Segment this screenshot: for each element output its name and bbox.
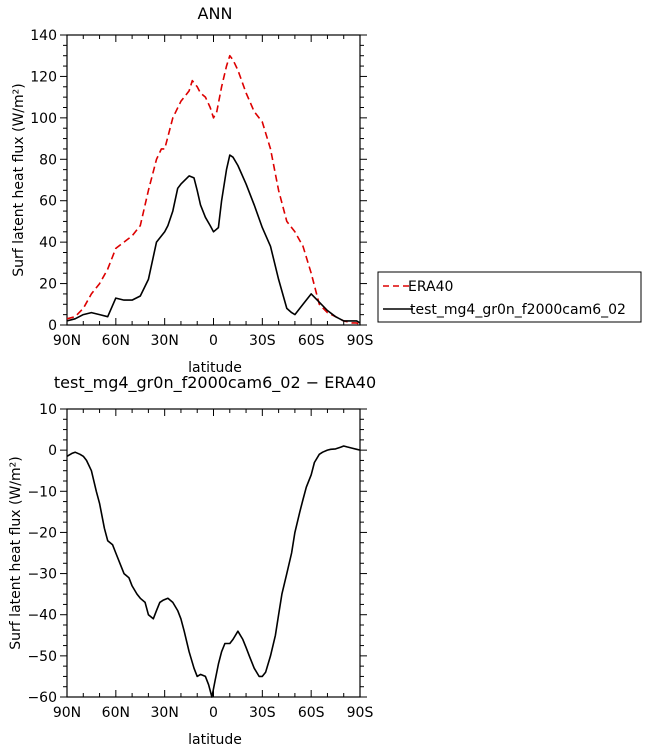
- bottom-panel: test_mg4_gr0n_f2000cam6_02 − ERA40 Surf …: [8, 373, 376, 748]
- top-x-tick-label: 30N: [151, 333, 179, 349]
- top-plot-frame: [66, 34, 361, 326]
- top-x-axis-label: latitude: [188, 360, 242, 376]
- top-series-line-1: [66, 154, 361, 324]
- top-y-tick-label: 140: [30, 28, 57, 44]
- bottom-y-tick-label: −10: [27, 484, 57, 500]
- legend-box: [377, 271, 642, 323]
- legend-label-test: test_mg4_gr0n_f2000cam6_02: [410, 302, 626, 318]
- top-x-tick-label: 0: [209, 333, 218, 349]
- bottom-x-tick-label: 60N: [102, 705, 130, 721]
- legend-label-era40: ERA40: [408, 279, 453, 295]
- bottom-plot-area: 90N 60N 30N 0 30S 60S 90S −60 −50 −40 −30 −20 −10 0 10: [27, 402, 373, 721]
- bottom-plot-frame: [66, 408, 361, 698]
- bottom-x-axis-label: latitude: [188, 732, 242, 748]
- top-x-tick-label: 90S: [347, 333, 374, 349]
- bottom-y-axis-label: Surf latent heat flux (W/m²): [8, 456, 24, 649]
- top-y-tick-label: 0: [48, 318, 57, 334]
- top-y-tick-label: 20: [39, 277, 57, 293]
- top-y-tick-label: 100: [30, 111, 57, 127]
- bottom-x-tick-label: 60S: [298, 705, 325, 721]
- top-y-tick-label: 40: [39, 235, 57, 251]
- bottom-y-tick-label: −40: [27, 608, 57, 624]
- bottom-x-tick-label: 30N: [151, 705, 179, 721]
- top-y-tick-label: 80: [39, 152, 57, 168]
- top-x-tick-label: 60S: [298, 333, 325, 349]
- top-y-tick-label: 120: [30, 69, 57, 85]
- top-plot-area: 90N 60N 30N 0 30S 60S 90S 0 20 40 60 80 100 120 140: [30, 28, 373, 349]
- bottom-y-tick-label: −30: [27, 567, 57, 583]
- top-x-tick-label: 30S: [249, 333, 276, 349]
- top-chart-title: ANN: [198, 4, 233, 23]
- bottom-y-tick-label: −20: [27, 525, 57, 541]
- bottom-x-tick-label: 0: [209, 705, 218, 721]
- bottom-y-tick-label: −60: [27, 690, 57, 706]
- top-x-tick-label: 60N: [102, 333, 130, 349]
- top-y-tick-label: 60: [39, 194, 57, 210]
- bottom-chart-title: test_mg4_gr0n_f2000cam6_02 − ERA40: [54, 373, 376, 393]
- top-panel: ANN Surf latent heat flux (W/m²) latitud…: [11, 4, 642, 376]
- top-series-line-0: [66, 54, 361, 326]
- bottom-series-line-0: [66, 445, 361, 698]
- bottom-y-tick-label: 0: [48, 443, 57, 459]
- top-y-axis-label: Surf latent heat flux (W/m²): [11, 83, 27, 276]
- legend: ERA40 test_mg4_gr0n_f2000cam6_02: [377, 271, 642, 323]
- bottom-x-tick-label: 90N: [53, 705, 81, 721]
- bottom-y-tick-label: −50: [27, 649, 57, 665]
- bottom-y-tick-label: 10: [39, 402, 57, 418]
- bottom-x-tick-label: 90S: [347, 705, 374, 721]
- bottom-x-tick-label: 30S: [249, 705, 276, 721]
- top-x-tick-label: 90N: [53, 333, 81, 349]
